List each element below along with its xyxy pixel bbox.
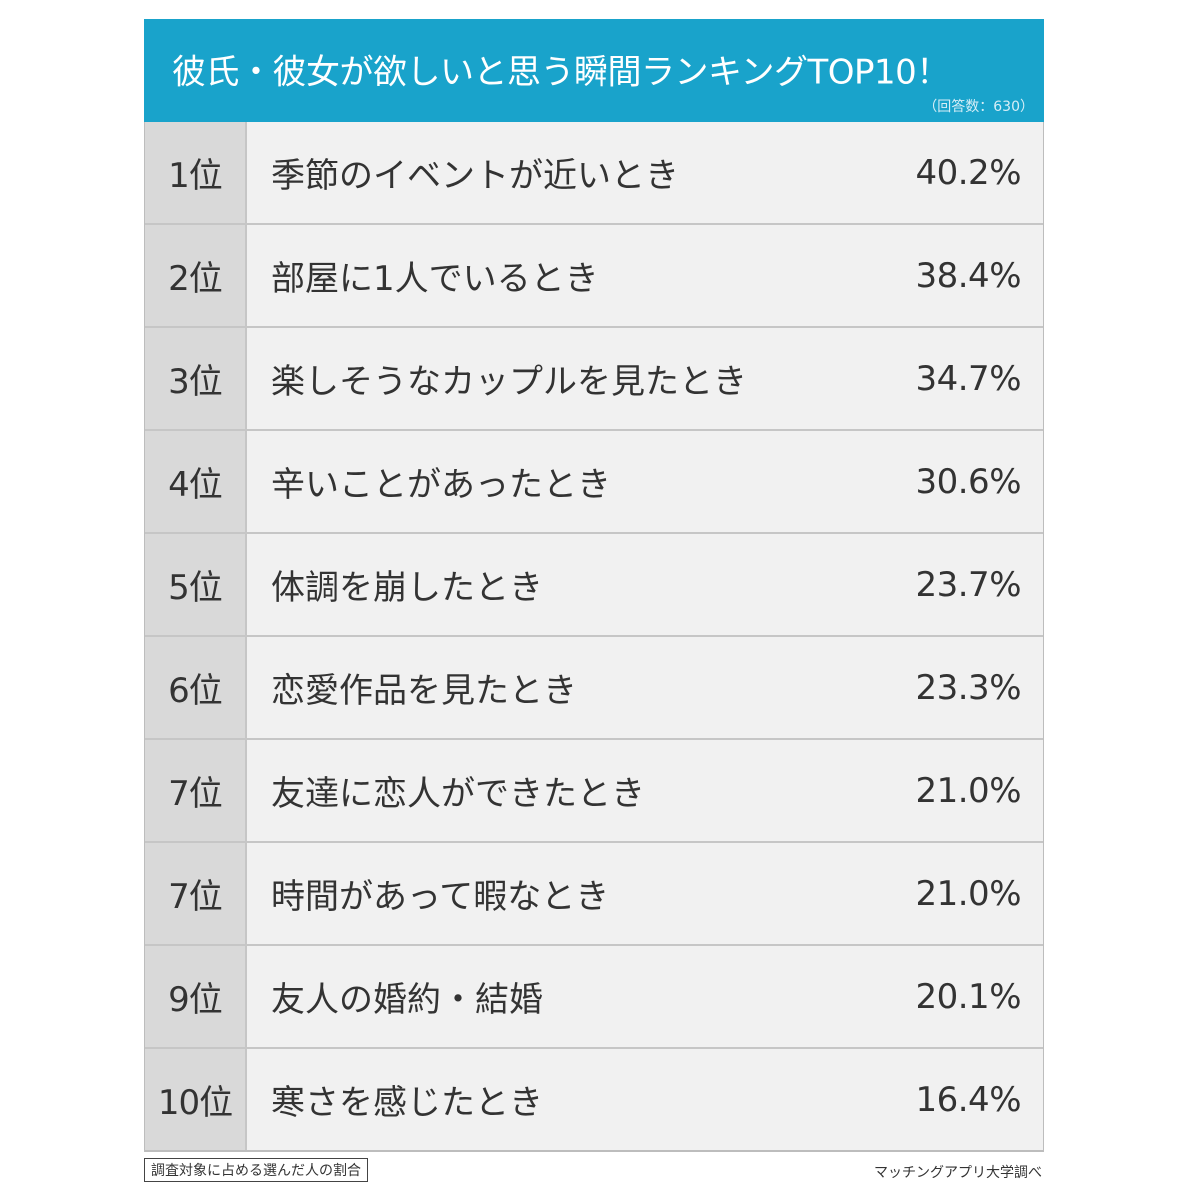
rank-label: 7位 [145,843,247,944]
ranking-row: 2位 部屋に1人でいるとき 38.4% [145,223,1043,326]
ranking-row: 7位 時間があって暇なとき 21.0% [145,841,1043,944]
ranking-row: 10位 寒さを感じたとき 16.4% [145,1047,1043,1150]
ranking-row: 1位 季節のイベントが近いとき 40.2% [145,122,1043,223]
ranking-percent-value: 38.4% [915,255,1021,296]
ranking-percent-value: 23.3% [915,667,1021,708]
ranking-percent-value: 40.2% [915,152,1021,193]
ranking-item-label: 季節のイベントが近いとき [271,156,679,196]
survey-basis-note: 調査対象に占める選んだ人の割合 [144,1158,368,1182]
ranking-item-label: 友達に恋人ができたとき [271,774,645,814]
rank-label: 5位 [145,534,247,635]
ranking-table: 1位 季節のイベントが近いとき 40.2% 2位 部屋に1人でいるとき 38.4% 3位 楽し… [144,122,1044,1152]
response-count-note: （回答数：630） [923,99,1034,115]
ranking-title: 彼氏・彼女が欲しいと思う瞬間ランキングTOP10！ [172,52,950,93]
ranking-percent-value: 16.4% [915,1079,1021,1120]
ranking-item-label: 楽しそうなカップルを見たとき [271,362,747,402]
rank-label: 9位 [145,946,247,1047]
ranking-percent-value: 23.7% [915,564,1021,605]
rank-label: 3位 [145,328,247,429]
ranking-percent-value: 20.1% [915,976,1021,1017]
rank-label: 1位 [145,122,247,223]
ranking-row: 7位 友達に恋人ができたとき 21.0% [145,738,1043,841]
ranking-row: 6位 恋愛作品を見たとき 23.3% [145,635,1043,738]
rank-label: 7位 [145,740,247,841]
ranking-row: 5位 体調を崩したとき 23.7% [145,532,1043,635]
ranking-percent-value: 21.0% [915,770,1021,811]
ranking-item-label: 時間があって暇なとき [271,877,610,917]
rank-label: 10位 [145,1049,247,1150]
ranking-percent-value: 30.6% [915,461,1021,502]
ranking-percent-value: 34.7% [915,358,1021,399]
ranking-item-label: 辛いことがあったとき [271,465,611,505]
rank-label: 4位 [145,431,247,532]
ranking-item-label: 寒さを感じたとき [271,1083,543,1123]
ranking-item-label: 恋愛作品を見たとき [271,671,577,711]
ranking-row: 9位 友人の婚約・結婚 20.1% [145,944,1043,1047]
ranking-row: 4位 辛いことがあったとき 30.6% [145,429,1043,532]
ranking-card: 彼氏・彼女が欲しいと思う瞬間ランキングTOP10！ （回答数：630） 1位 季節… [144,19,1044,1152]
source-note: マッチングアプリ大学調べ [874,1165,1042,1181]
ranking-item-label: 体調を崩したとき [271,568,543,608]
ranking-row: 3位 楽しそうなカップルを見たとき 34.7% [145,326,1043,429]
rank-label: 6位 [145,637,247,738]
ranking-header: 彼氏・彼女が欲しいと思う瞬間ランキングTOP10！ （回答数：630） [144,19,1044,122]
ranking-item-label: 友人の婚約・結婚 [271,980,543,1020]
ranking-item-label: 部屋に1人でいるとき [271,259,599,299]
rank-label: 2位 [145,225,247,326]
ranking-percent-value: 21.0% [915,873,1021,914]
